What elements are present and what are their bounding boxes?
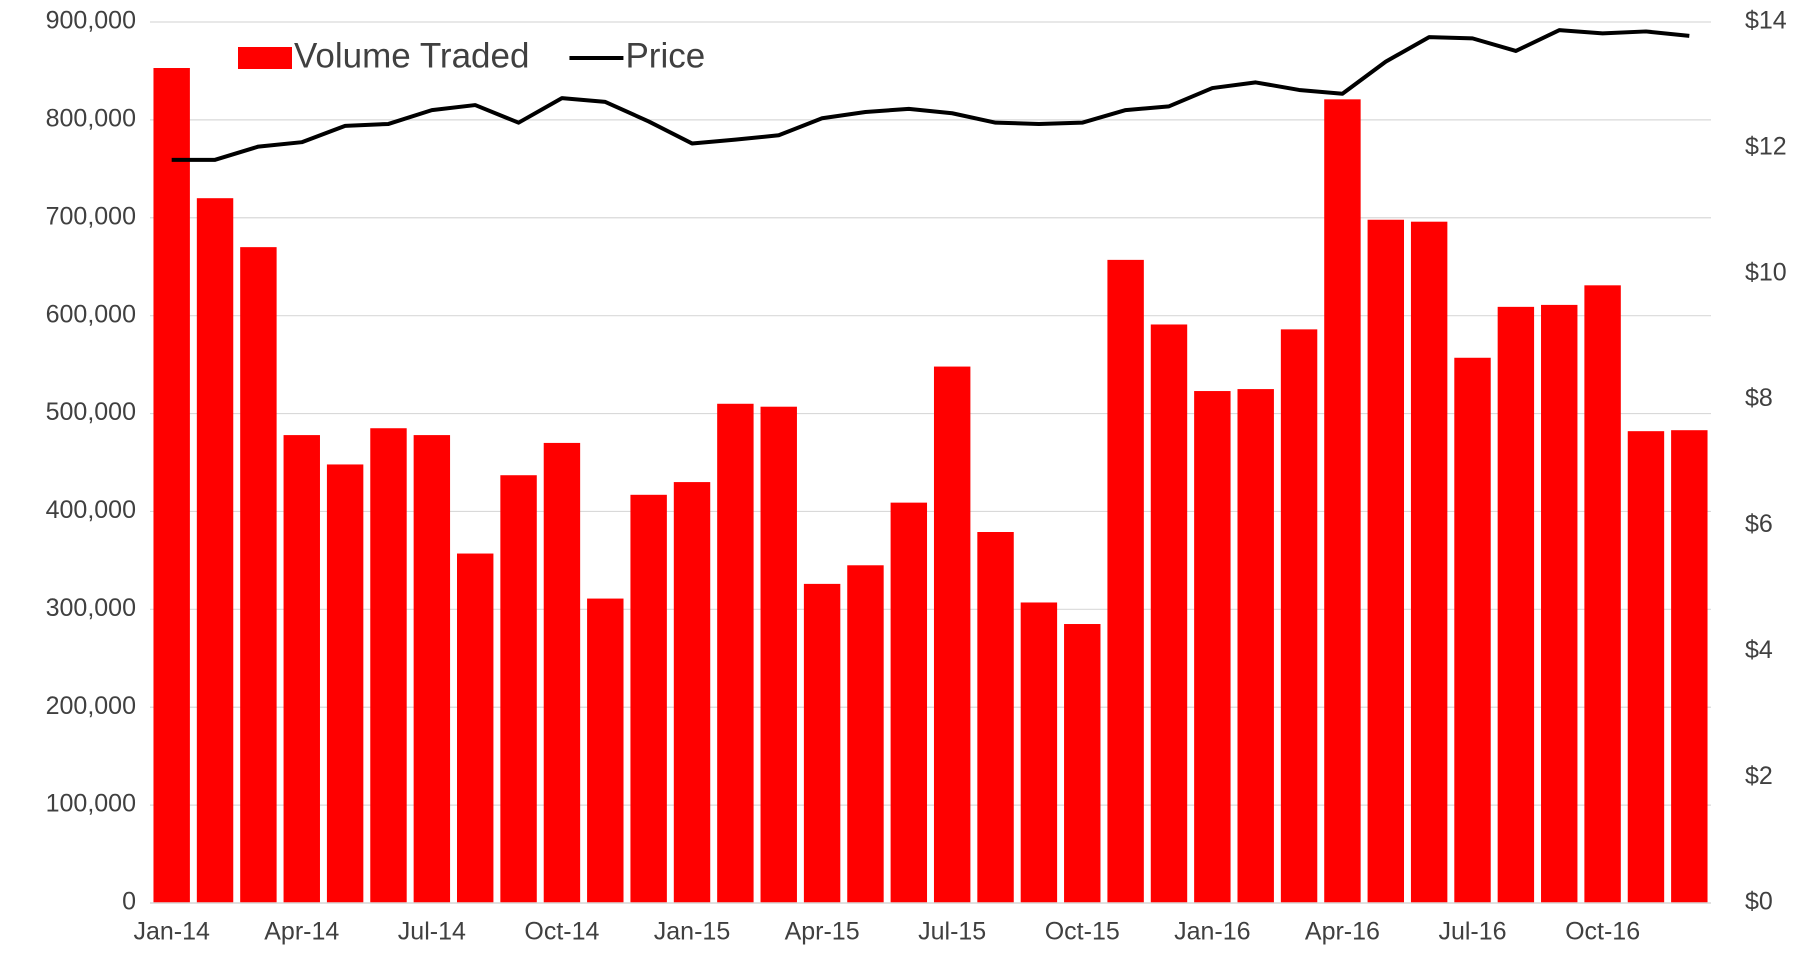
bar bbox=[1541, 304, 1578, 903]
bar bbox=[1497, 306, 1535, 903]
legend-label: Price bbox=[625, 36, 705, 75]
bar bbox=[1454, 357, 1491, 903]
bar bbox=[890, 502, 928, 903]
x-tick-label: Apr-15 bbox=[785, 918, 860, 946]
bar bbox=[1410, 221, 1448, 903]
bar bbox=[1324, 99, 1361, 904]
bar bbox=[500, 475, 537, 903]
y-tick-label: 500,000 bbox=[46, 398, 136, 426]
x-tick-label: Jan-14 bbox=[133, 918, 210, 946]
bar bbox=[153, 68, 190, 904]
bar bbox=[240, 247, 277, 904]
y2-tick-label: $12 bbox=[1745, 132, 1787, 160]
x-tick-label: Apr-14 bbox=[264, 918, 339, 946]
x-tick-label: Jan-16 bbox=[1174, 918, 1250, 946]
legend-swatch bbox=[238, 47, 292, 69]
bar bbox=[543, 442, 581, 903]
bar bbox=[1367, 219, 1405, 904]
bar bbox=[1150, 324, 1188, 903]
bar bbox=[196, 198, 234, 903]
bar bbox=[1627, 431, 1665, 903]
x-tick-label: Oct-16 bbox=[1565, 918, 1640, 946]
x-tick-label: Oct-15 bbox=[1045, 918, 1120, 946]
bar bbox=[1194, 391, 1231, 903]
bar bbox=[847, 565, 884, 903]
y2-tick-label: $6 bbox=[1745, 510, 1773, 538]
bar bbox=[1237, 389, 1274, 903]
bar bbox=[370, 428, 407, 903]
bar bbox=[587, 598, 624, 903]
legend-label: Volume Traded bbox=[294, 36, 529, 75]
y-tick-label: 800,000 bbox=[46, 104, 136, 132]
bar bbox=[1280, 329, 1318, 904]
bar bbox=[760, 406, 797, 903]
bar bbox=[803, 583, 841, 903]
y-tick-label: 100,000 bbox=[46, 790, 136, 818]
bar bbox=[326, 464, 364, 903]
y2-tick-label: $0 bbox=[1745, 888, 1773, 916]
bar bbox=[977, 532, 1014, 903]
bar bbox=[1671, 430, 1708, 903]
y-tick-label: 300,000 bbox=[46, 594, 136, 622]
y-tick-label: 200,000 bbox=[46, 692, 136, 720]
bar bbox=[456, 553, 494, 903]
x-tick-label: Jul-15 bbox=[918, 918, 986, 946]
y2-tick-label: $4 bbox=[1745, 636, 1773, 664]
y-tick-label: 900,000 bbox=[46, 7, 136, 35]
bar bbox=[717, 403, 754, 903]
bar bbox=[1584, 285, 1621, 903]
x-tick-label: Jan-15 bbox=[654, 918, 730, 946]
y2-tick-label: $14 bbox=[1745, 7, 1787, 35]
y2-tick-label: $10 bbox=[1745, 258, 1787, 286]
price-line bbox=[171, 28, 1690, 162]
bar bbox=[630, 494, 667, 903]
bar bbox=[283, 435, 320, 903]
y-tick-label: 0 bbox=[122, 888, 136, 916]
bar bbox=[1064, 624, 1101, 903]
y-tick-label: 700,000 bbox=[46, 202, 136, 230]
x-tick-label: Jul-16 bbox=[1438, 918, 1506, 946]
y-tick-label: 600,000 bbox=[46, 300, 136, 328]
y2-tick-label: $2 bbox=[1745, 762, 1773, 790]
bar bbox=[673, 482, 711, 903]
y2-tick-label: $8 bbox=[1745, 384, 1773, 412]
bar bbox=[933, 366, 971, 904]
x-tick-label: Oct-14 bbox=[524, 918, 599, 946]
y-tick-label: 400,000 bbox=[46, 496, 136, 524]
bar bbox=[413, 435, 451, 903]
x-tick-label: Jul-14 bbox=[398, 918, 466, 946]
bar bbox=[1020, 602, 1058, 903]
bar bbox=[1107, 259, 1144, 903]
x-tick-label: Apr-16 bbox=[1305, 918, 1380, 946]
